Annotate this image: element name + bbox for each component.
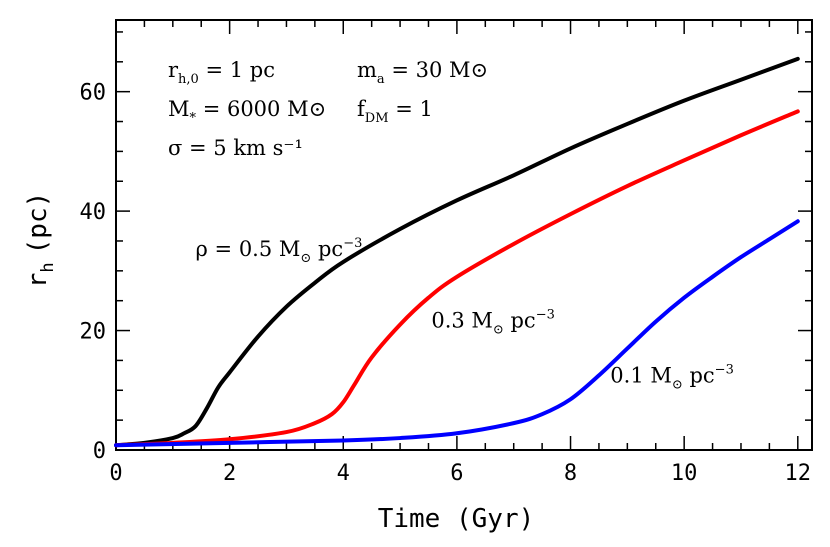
y-axis-label-unit: (pc): [23, 192, 53, 255]
tick-labels: 0 2 4 6 8 10 12 0 20 40 60: [80, 81, 812, 486]
curve-label-2: 0.1 M⊙ pc−3: [610, 363, 734, 393]
y-tick-label: 40: [80, 200, 107, 225]
x-tick-label: 6: [450, 461, 463, 486]
parameter-2: σ = 5 km s⁻¹: [168, 136, 303, 160]
axis-ticks: [115, 20, 812, 451]
parameter-1: M* = 6000 M⊙: [168, 97, 326, 126]
x-tick-label: 2: [223, 461, 236, 486]
x-tick-label: 8: [564, 461, 577, 486]
x-tick-label: 0: [109, 461, 122, 486]
y-tick-label: 20: [80, 320, 107, 345]
series-line-0: [114, 56, 800, 448]
parameter-annotations: rh,0 = 1 pc M* = 6000 M⊙ σ = 5 km s⁻¹ ma = …: [168, 58, 488, 160]
x-tick-label: 10: [671, 461, 698, 486]
y-axis-label-main: r: [23, 273, 53, 289]
parameter-0: rh,0 = 1 pc: [168, 58, 275, 87]
curve-label-0: ρ = 0.5 M⊙ pc−3: [196, 236, 363, 266]
x-axis-label: Time (Gyr): [378, 504, 535, 534]
curve-labels: ρ = 0.5 M⊙ pc−3 0.3 M⊙ pc−3 0.1 M⊙ pc−3: [196, 236, 734, 393]
parameter-3: ma = 30 M⊙: [357, 58, 488, 87]
series-line-2: [114, 219, 800, 448]
y-axis-label-sub: h: [38, 262, 58, 272]
y-tick-label: 0: [93, 439, 106, 464]
x-tick-label: 12: [785, 461, 812, 486]
curve-label-1: 0.3 M⊙ pc−3: [431, 308, 555, 338]
y-tick-label: 60: [80, 81, 107, 106]
y-axis-label: rh (pc): [23, 192, 58, 289]
plot-frame: [115, 19, 813, 451]
x-tick-label: 4: [337, 461, 350, 486]
series-line-1: [114, 109, 800, 448]
series-lines: [114, 56, 800, 448]
parameter-4: fDM = 1: [357, 97, 433, 126]
